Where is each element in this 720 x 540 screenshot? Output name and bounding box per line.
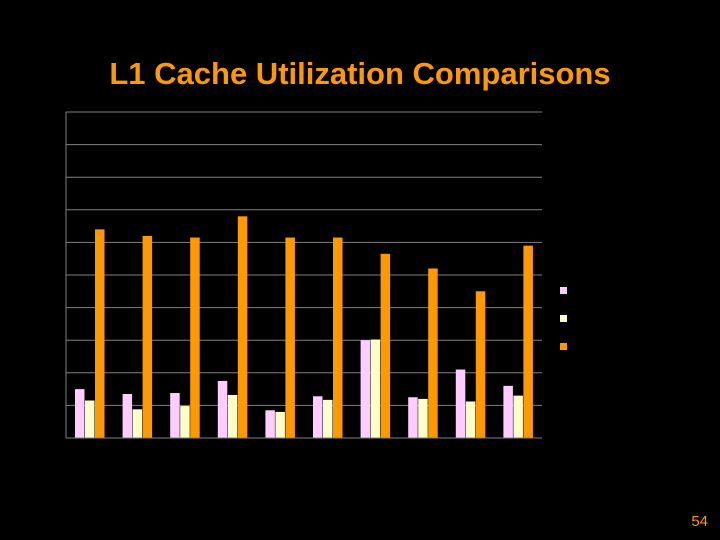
bar [333, 237, 343, 438]
bar [428, 268, 438, 438]
gridlines [66, 111, 542, 439]
page-number: 54 [691, 513, 708, 530]
bar [475, 291, 486, 438]
bar [523, 245, 533, 438]
bar [418, 398, 428, 438]
bar [132, 409, 143, 438]
legend-marker [560, 343, 567, 350]
bar [503, 385, 513, 438]
bar [75, 389, 85, 438]
bar [380, 253, 391, 438]
bar [237, 216, 248, 438]
legend [560, 287, 567, 350]
bar [370, 339, 381, 438]
bar [122, 393, 133, 438]
bars [75, 216, 533, 438]
legend-marker [560, 287, 567, 294]
bar [180, 406, 190, 438]
bar [408, 397, 418, 438]
bar [513, 395, 523, 438]
bar [227, 394, 238, 438]
bar [323, 399, 333, 438]
bar [190, 237, 200, 438]
bar [265, 410, 275, 438]
bar [170, 393, 180, 438]
bar [217, 380, 228, 438]
slide-title: L1 Cache Utilization Comparisons [109, 56, 611, 91]
bar [95, 229, 105, 438]
bar [85, 400, 95, 438]
bar [455, 369, 466, 438]
legend-marker [560, 315, 567, 322]
bar [313, 396, 323, 438]
bar [142, 235, 153, 438]
bar [275, 411, 285, 438]
bar [465, 401, 476, 438]
bar [360, 340, 371, 438]
bar [285, 237, 295, 438]
axes [65, 112, 542, 439]
